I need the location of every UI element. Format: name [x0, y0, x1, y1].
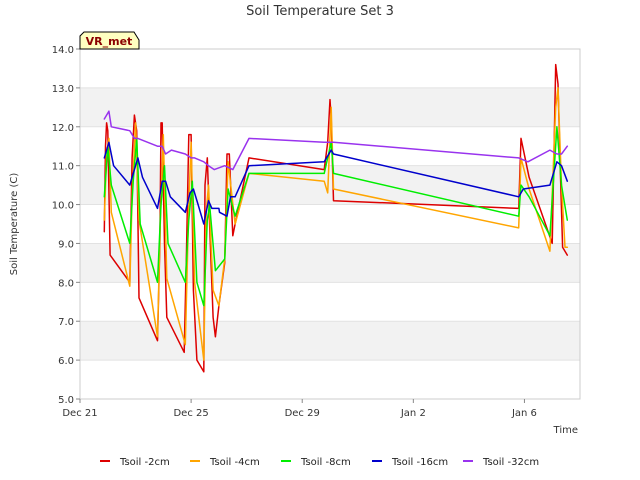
- x-tick-label: Dec 21: [62, 408, 97, 419]
- y-axis-ticks: 5.0 6.0 7.0 8.0 9.0 10.0 11.0 12.0 13.0 14.0: [52, 45, 80, 406]
- x-axis-ticks: Dec 21 Dec 25 Dec 29 Jan 2 Jan 6: [62, 399, 537, 419]
- plot-area-border: [79, 48, 581, 400]
- y-tick-label: 12.0: [52, 123, 74, 134]
- series-lines: [103, 63, 569, 373]
- x-tick-label: Dec 29: [285, 408, 320, 419]
- y-tick-label: 8.0: [58, 278, 74, 289]
- y-tick-label: 5.0: [58, 395, 74, 406]
- legend: Tsoil -2cm Tsoil -4cm Tsoil -8cm Tsoil -16c…: [100, 457, 539, 468]
- series-line-tsoil-32cm: [103, 110, 569, 171]
- y-tick-label: 9.0: [58, 239, 74, 250]
- legend-label: Tsoil -2cm: [119, 457, 170, 468]
- station-badge: VR_met: [79, 31, 140, 50]
- x-tick-label: Jan 6: [511, 408, 537, 419]
- chart-title: Soil Temperature Set 3: [246, 4, 394, 19]
- legend-label: Tsoil -8cm: [300, 457, 351, 468]
- legend-label: Tsoil -4cm: [209, 457, 260, 468]
- y-axis-label: Soil Temperature (C): [9, 173, 20, 276]
- y-tick-label: 10.0: [52, 201, 74, 212]
- y-tick-label: 14.0: [52, 45, 74, 56]
- y-tick-label: 6.0: [58, 356, 74, 367]
- legend-label: Tsoil -16cm: [391, 457, 448, 468]
- x-tick-label: Dec 25: [173, 408, 208, 419]
- grid-band: [80, 165, 580, 205]
- grid-band: [80, 243, 580, 283]
- y-tick-label: 7.0: [58, 317, 74, 328]
- legend-label: Tsoil -32cm: [482, 457, 539, 468]
- y-tick-label: 11.0: [52, 162, 74, 173]
- series-line-tsoil-16cm: [103, 141, 569, 225]
- y-tick-label: 13.0: [52, 84, 74, 95]
- x-axis-label: Time: [553, 425, 578, 436]
- x-tick-label: Jan 2: [400, 408, 426, 419]
- grid-band: [80, 321, 580, 361]
- badge-label: VR_met: [86, 35, 133, 48]
- badge-shape: [79, 31, 140, 50]
